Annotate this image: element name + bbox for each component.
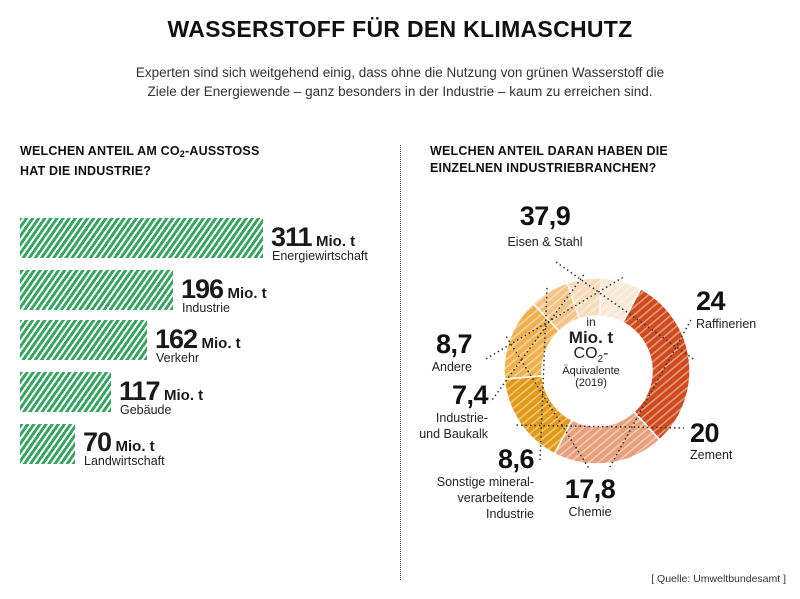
bar-number: 196: [181, 274, 224, 304]
bar-unit: Mio. t: [227, 285, 267, 302]
bar-label-gebaeude: Gebäude: [120, 403, 172, 417]
bar-label-energiewirtschaft: Energiewirtschaft: [272, 249, 368, 263]
bar-energiewirtschaft: [20, 218, 263, 258]
left-heading-sub: 2: [179, 149, 185, 159]
source-note: [ Quelle: Umweltbundesamt ]: [651, 573, 786, 585]
donut-slice-hatch-raffinerien: [554, 411, 660, 464]
bar-unit: Mio. t: [201, 335, 241, 352]
slice-label-line: Industrie: [486, 507, 534, 521]
bar-value-verkehr: 162 Mio. t: [155, 326, 241, 353]
left-heading-post: -AUSSTOSS: [185, 144, 260, 158]
donut-slice-hatch-andere: [599, 278, 641, 323]
bar-number: 70: [83, 427, 112, 457]
bar-value-energiewirtschaft: 311 Mio. t: [271, 224, 355, 251]
left-heading-line-2: HAT DIE INDUSTRIE?: [20, 164, 152, 178]
donut-slice-hatch-eisen-stahl: [622, 288, 690, 440]
left-heading-pre: WELCHEN ANTEIL AM CO: [20, 144, 180, 158]
slice-label-line: und Baukalk: [419, 427, 488, 441]
bar-unit: Mio. t: [316, 233, 356, 250]
bar-number: 311: [271, 222, 313, 252]
center-co2-post: -: [603, 345, 609, 363]
slice-value-zement: 20: [690, 418, 720, 448]
slice-label-line: verarbeitende: [457, 491, 534, 505]
center-aequivalente: Äquivalente: [562, 365, 620, 378]
bar-number: 162: [155, 324, 198, 354]
donut-slice-hatch-chemie: [504, 303, 560, 380]
left-heading: WELCHEN ANTEIL AM CO2-AUSSTOSS HAT DIE I…: [20, 143, 340, 180]
slice-value-raffinerien: 24: [696, 286, 726, 316]
slice-value-chemie: 17,8: [564, 474, 616, 504]
bar-gebaeude: [20, 372, 111, 412]
center-year: (2019): [575, 376, 607, 389]
right-heading: WELCHEN ANTEIL DARAN HABEN DIE EINZELNEN…: [430, 143, 760, 177]
bar-unit: Mio. t: [164, 387, 204, 404]
bar-value-gebaeude: 117 Mio. t: [119, 378, 203, 405]
slice-label-line: Sonstige mineral-: [436, 475, 534, 489]
slice-label-chemie: Chemie: [568, 505, 612, 519]
subtitle: Experten sind sich weitgehend einig, das…: [100, 63, 700, 101]
bar-landwirtschaft: [20, 424, 75, 464]
bar-unit: Mio. t: [115, 438, 155, 455]
leader-line-sonstige: [539, 287, 548, 461]
slice-value-andere: 8,7: [435, 329, 473, 359]
subtitle-line-2: Ziele der Energiewende – ganz besonders …: [147, 84, 653, 99]
leader-line-zement: [516, 424, 685, 429]
section-divider: [400, 145, 401, 580]
bar-label-landwirtschaft: Landwirtschaft: [84, 454, 165, 468]
donut-center-label: in Mio. t CO2- Äquivalente (2019): [536, 316, 646, 389]
center-co2: CO2-: [536, 346, 646, 366]
leader-line-chemie: [505, 336, 591, 471]
bar-value-landwirtschaft: 70 Mio. t: [83, 429, 155, 456]
bar-value-industrie: 196 Mio. t: [181, 276, 267, 303]
bar-industrie: [20, 270, 173, 310]
right-heading-line-1: WELCHEN ANTEIL DARAN HABEN DIE: [430, 144, 668, 158]
slice-label-industrie-baukalk: Industrie- und Baukalk: [390, 410, 488, 442]
slice-value-sonstige: 8,6: [497, 444, 535, 474]
slice-label-line: Industrie-: [435, 411, 488, 425]
center-co2-sub: 2: [597, 354, 604, 366]
page-title: WASSERSTOFF FÜR DEN KLIMASCHUTZ: [167, 16, 633, 42]
leader-line-industrie-baukalk: [491, 274, 585, 401]
slice-value-industrie-baukalk: 7,4: [451, 380, 489, 410]
donut-slice-hatch-sonstige: [533, 282, 580, 332]
subtitle-line-1: Experten sind sich weitgehend einig, das…: [135, 65, 665, 80]
donut-slice-hatch-zement: [504, 375, 572, 454]
slice-label-sonstige: Sonstige mineral- verarbeitende Industri…: [400, 474, 534, 522]
leader-line-raffinerien: [609, 317, 693, 468]
right-heading-line-2: EINZELNEN INDUSTRIEBRANCHEN?: [430, 161, 657, 175]
bar-label-verkehr: Verkehr: [156, 351, 200, 365]
bar-verkehr: [20, 320, 147, 360]
slice-label-eisen-stahl: Eisen & Stahl: [507, 235, 583, 249]
center-co2-pre: CO: [573, 345, 598, 363]
slice-label-andere: Andere: [431, 360, 472, 374]
slice-label-raffinerien: Raffinerien: [696, 317, 757, 331]
center-unit: Mio. t: [568, 327, 614, 347]
left-heading-line-1: WELCHEN ANTEIL AM CO2-AUSSTOSS: [20, 143, 340, 163]
slice-label-zement: Zement: [690, 448, 733, 462]
bar-label-industrie: Industrie: [182, 301, 230, 315]
leader-line-eisen-stahl: [555, 261, 694, 360]
bar-number: 117: [119, 376, 161, 406]
slice-value-eisen-stahl: 37,9: [519, 201, 571, 231]
center-in: in: [586, 315, 596, 329]
